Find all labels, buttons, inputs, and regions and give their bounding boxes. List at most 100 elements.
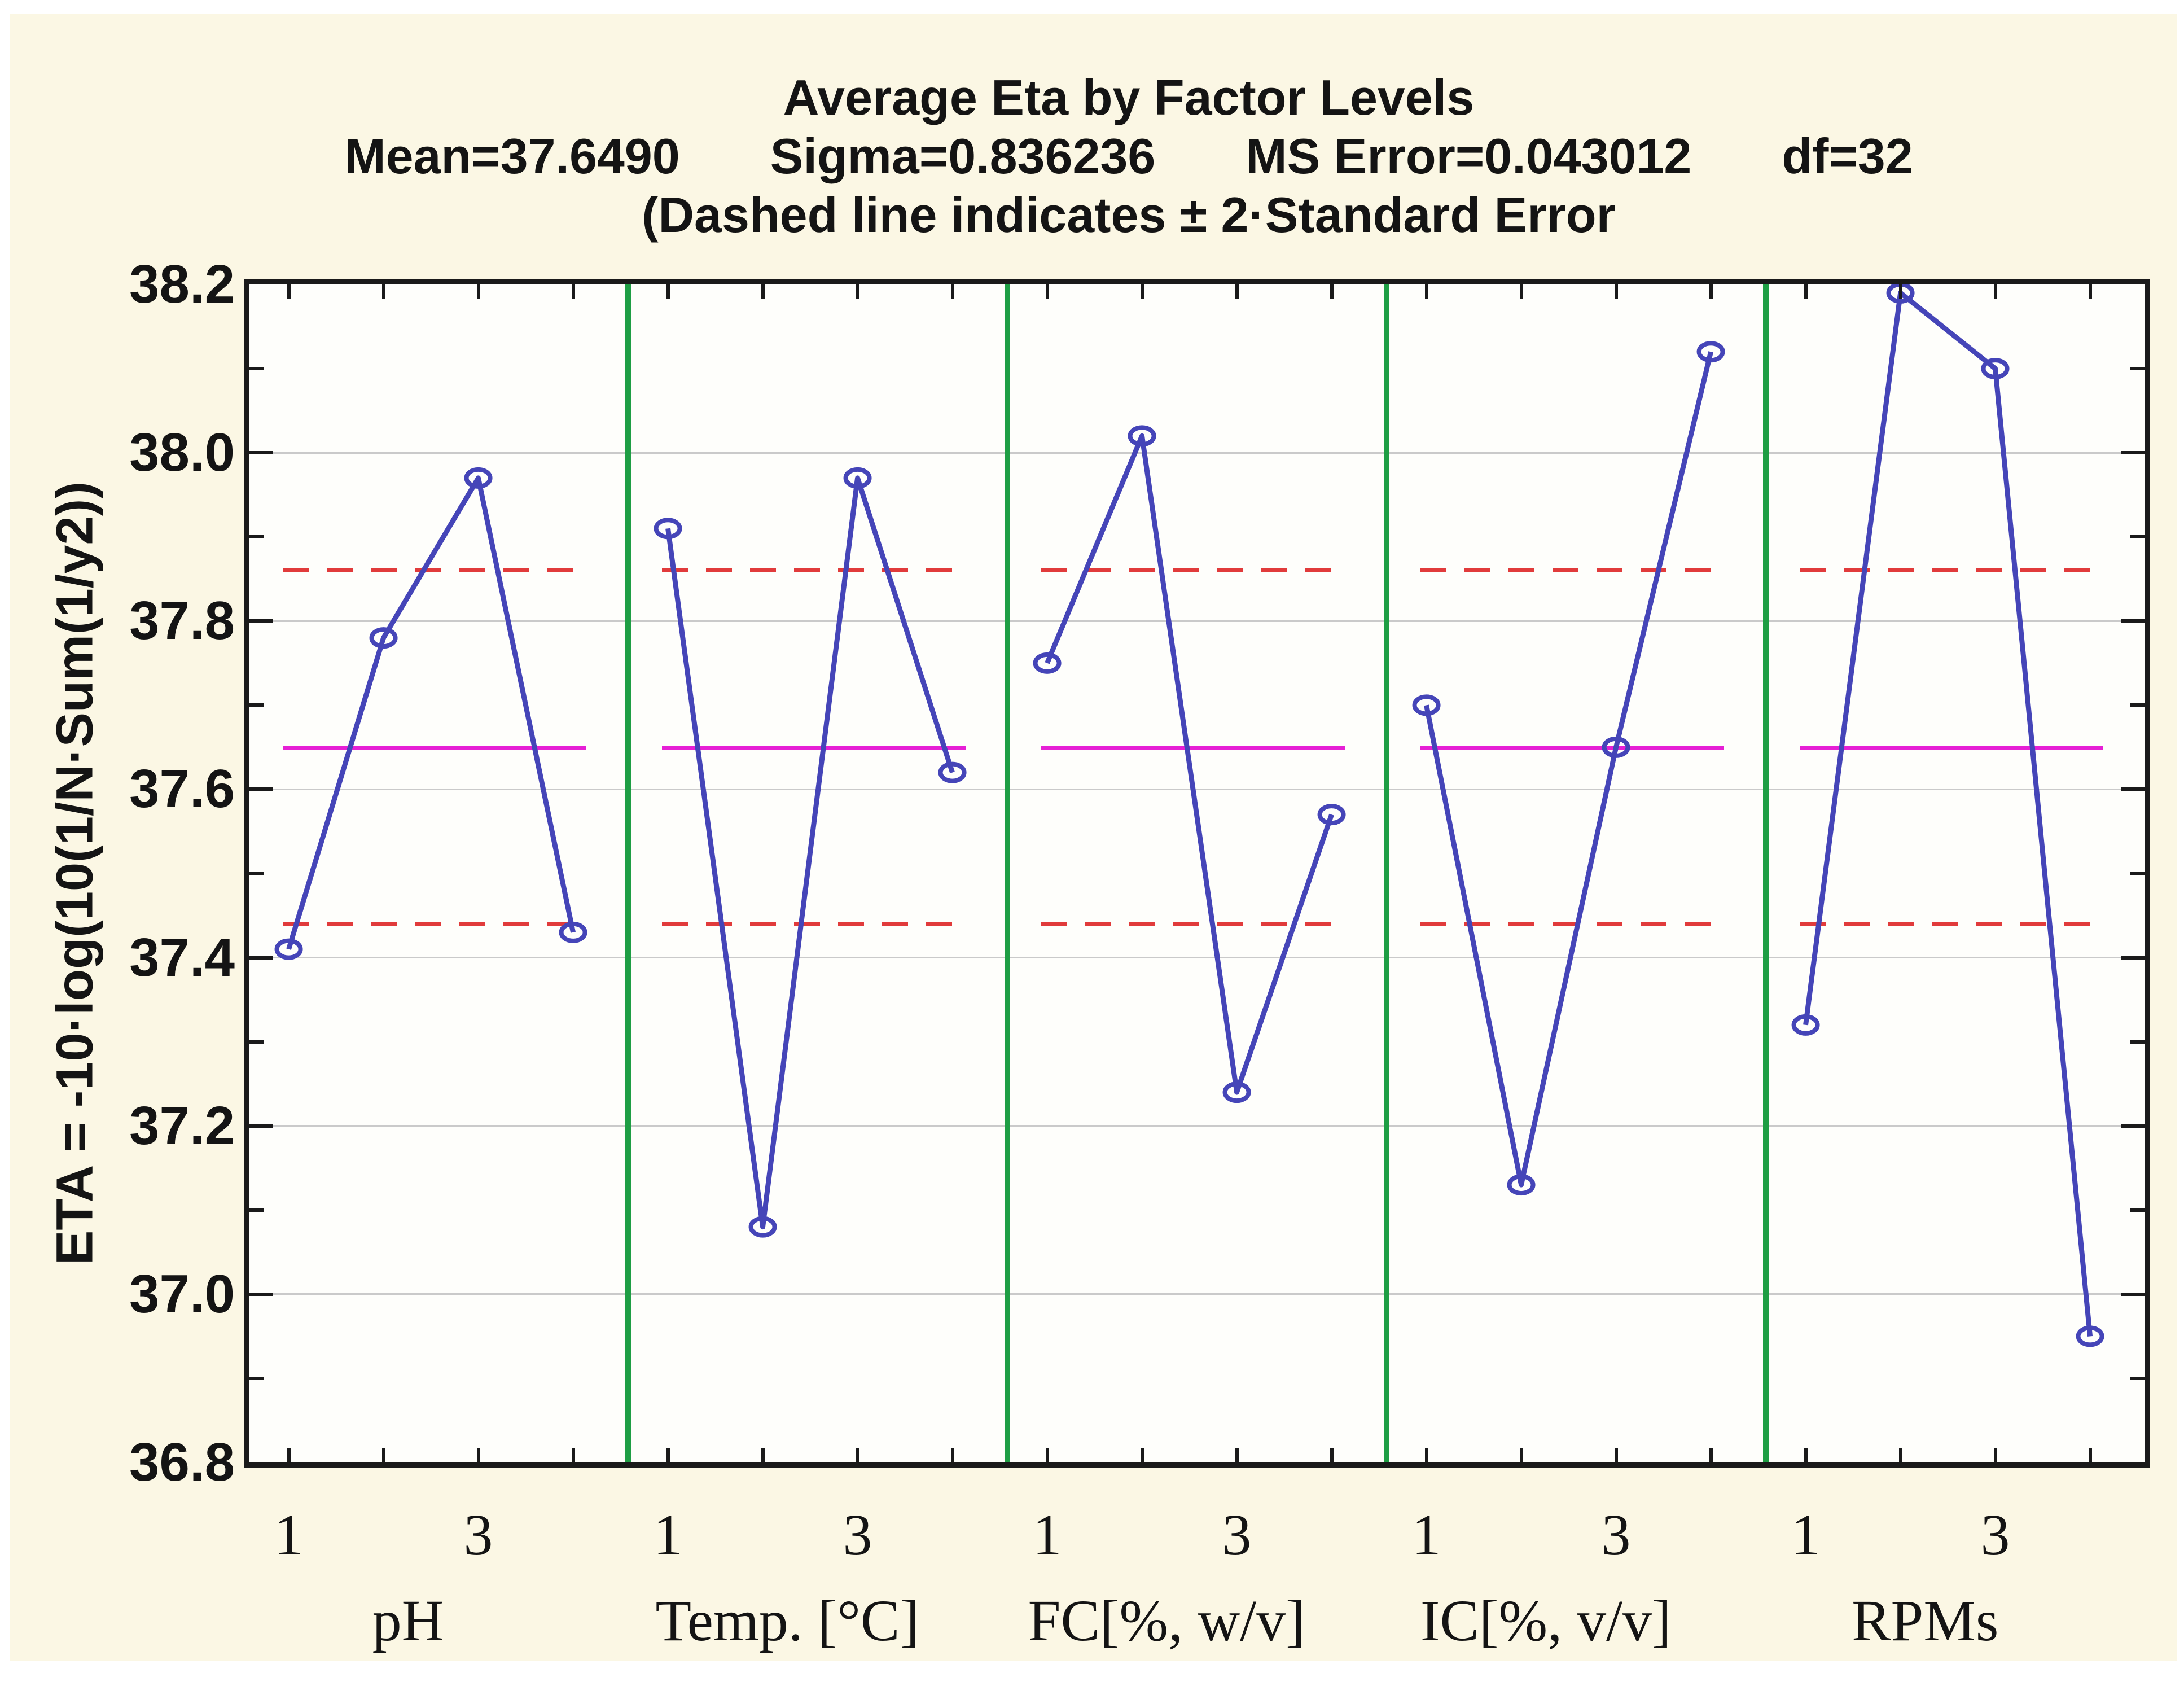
- chart-stats-line: Mean=37.6490 Sigma=0.836236 MS Error=0.0…: [169, 127, 2088, 186]
- y-axis-tick: [249, 1292, 273, 1296]
- x-axis-tick: [2088, 284, 2092, 299]
- level-tick-label: 1: [653, 1503, 683, 1567]
- mean-line: [283, 746, 587, 750]
- data-point-marker: [748, 1216, 777, 1238]
- level-tick-label: 3: [843, 1503, 872, 1567]
- data-point-marker: [1033, 652, 1062, 674]
- series-line: [286, 475, 576, 950]
- lower-se-line: [1041, 922, 1345, 926]
- level-tick-label: 3: [463, 1503, 493, 1567]
- grid-line: [249, 957, 2145, 959]
- y-axis-tick: [2121, 1124, 2145, 1128]
- x-axis-tick: [1235, 1448, 1239, 1462]
- chart-title: Average Eta by Factor Levels: [783, 69, 1475, 125]
- x-axis-tick: [1045, 1448, 1049, 1462]
- y-axis-tick: [2121, 619, 2145, 623]
- x-axis-tick: [381, 1448, 385, 1462]
- x-axis-tick: [856, 1448, 859, 1462]
- grid-line: [249, 788, 2145, 790]
- x-axis-tick: [1614, 1448, 1618, 1462]
- data-point-marker: [1317, 804, 1346, 826]
- x-axis-tick: [1330, 284, 1334, 299]
- x-axis-tick: [950, 1448, 954, 1462]
- x-axis-tick: [1424, 284, 1428, 299]
- factor-label: pH: [372, 1588, 444, 1653]
- y-axis-tick: [2130, 703, 2145, 707]
- x-axis-tick: [666, 284, 670, 299]
- y-axis-tick-label: 37.6: [129, 759, 235, 820]
- y-axis-tick: [249, 956, 273, 960]
- x-axis-tick: [1804, 284, 1808, 299]
- level-tick-label: 3: [1980, 1503, 2010, 1567]
- x-axis-tick: [1235, 284, 1239, 299]
- upper-se-line: [1800, 568, 2104, 573]
- factor-label: Temp. [°C]: [655, 1588, 920, 1653]
- x-axis-tick: [1614, 284, 1618, 299]
- y-axis-tick-label: 38.2: [129, 254, 235, 314]
- x-axis-tick: [1045, 284, 1049, 299]
- y-axis-tick: [249, 535, 264, 539]
- y-axis-tick: [2121, 787, 2145, 791]
- grid-line: [249, 452, 2145, 454]
- data-point-marker: [1981, 358, 2010, 380]
- y-axis-tick: [2130, 535, 2145, 539]
- y-axis-tick: [249, 451, 273, 455]
- data-point-marker: [1791, 1014, 1820, 1036]
- data-point-marker: [654, 518, 682, 540]
- data-point-marker: [369, 627, 398, 649]
- y-axis-tick-label: 37.0: [129, 1263, 235, 1324]
- y-axis-tick: [249, 872, 264, 875]
- y-axis-tick: [2130, 872, 2145, 875]
- data-point-marker: [274, 938, 303, 960]
- data-point-marker: [2076, 1325, 2104, 1347]
- grid-line: [249, 1125, 2145, 1127]
- y-axis-tick: [2121, 451, 2145, 455]
- panel-separator: [1763, 284, 1769, 1462]
- mean-line: [1420, 746, 1725, 750]
- upper-se-line: [662, 568, 966, 573]
- x-axis-tick: [571, 1448, 575, 1462]
- figure-background: Average Eta by Factor Levels Mean=37.649…: [10, 14, 2177, 1661]
- y-axis-tick: [249, 1208, 264, 1212]
- lower-se-line: [283, 922, 587, 926]
- y-axis-tick: [2130, 1376, 2145, 1380]
- data-point-marker: [1886, 284, 1915, 304]
- level-tick-label: 1: [274, 1503, 304, 1567]
- mean-line: [1800, 746, 2104, 750]
- lower-se-line: [1800, 922, 2104, 926]
- x-axis-tick: [1140, 1448, 1144, 1462]
- mean-line: [1041, 746, 1345, 750]
- stat-df: df=32: [1782, 128, 1913, 184]
- x-axis-tick: [761, 1448, 765, 1462]
- level-tick-label: 1: [1791, 1503, 1821, 1567]
- stat-sigma: Sigma=0.836236: [770, 128, 1156, 184]
- y-axis-tick: [2130, 1208, 2145, 1212]
- stat-mean: Mean=37.6490: [344, 128, 680, 184]
- lower-se-line: [1420, 922, 1725, 926]
- series-line: [1803, 290, 2093, 1337]
- factor-label: FC[%, w/v]: [1028, 1588, 1305, 1653]
- data-point-marker: [1696, 341, 1725, 363]
- y-axis-tick-label: 37.2: [129, 1095, 235, 1156]
- factor-label: RPMs: [1852, 1588, 1999, 1653]
- chart-title-block: Average Eta by Factor Levels Mean=37.649…: [169, 68, 2088, 244]
- y-axis-tick: [249, 1124, 273, 1128]
- data-point-marker: [938, 761, 967, 783]
- factor-label: IC[%, v/v]: [1420, 1588, 1672, 1653]
- y-axis-tick: [249, 1376, 264, 1380]
- y-axis-tick: [249, 367, 264, 371]
- y-axis-tick: [2121, 956, 2145, 960]
- x-axis-tick: [950, 284, 954, 299]
- y-axis-tick-label: 36.8: [129, 1432, 235, 1492]
- x-axis-tick: [1519, 284, 1523, 299]
- x-axis-tick: [666, 1448, 670, 1462]
- x-axis-tick: [761, 284, 765, 299]
- data-point-marker: [559, 921, 587, 943]
- series-line: [665, 475, 955, 1230]
- panel-separator: [1384, 284, 1389, 1462]
- y-axis-tick-label: 38.0: [129, 422, 235, 483]
- panel-separator: [625, 284, 631, 1462]
- level-tick-label: 3: [1222, 1503, 1252, 1567]
- lower-se-line: [662, 922, 966, 926]
- x-axis-tick: [856, 284, 859, 299]
